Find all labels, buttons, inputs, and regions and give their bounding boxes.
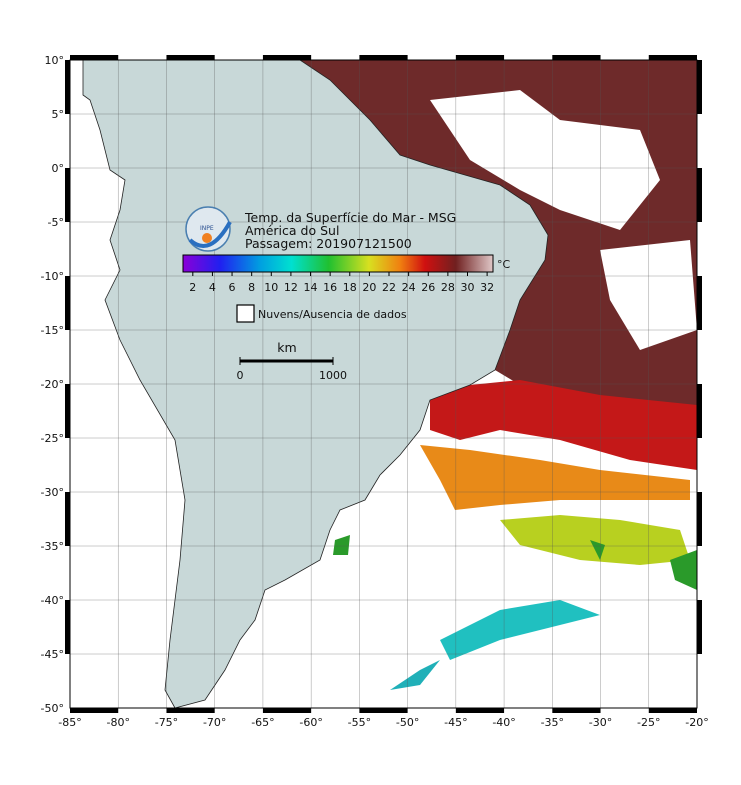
colorbar-tick-label: 8	[248, 281, 255, 294]
frame-segment	[65, 276, 70, 330]
frame-segment	[552, 55, 601, 60]
colorbar	[182, 254, 494, 273]
frame-segment	[697, 168, 702, 222]
frame-segment	[552, 708, 601, 713]
colorbar-tick-label: 32	[480, 281, 494, 294]
frame-segment	[697, 60, 702, 114]
logo-swoosh	[188, 221, 232, 248]
frame-segment	[359, 708, 408, 713]
colorbar-tick-label: 26	[421, 281, 435, 294]
y-tick-label: -10°	[41, 270, 64, 283]
y-tick-label: -15°	[41, 324, 64, 337]
y-tick-label: -40°	[41, 594, 64, 607]
y-tick-label: -30°	[41, 486, 64, 499]
sst-orange	[420, 445, 690, 510]
y-tick-label: -20°	[41, 378, 64, 391]
colorbar-tick-label: 18	[343, 281, 357, 294]
x-tick-label: -65°	[251, 716, 274, 729]
x-tick-label: -55°	[348, 716, 371, 729]
y-tick-label: -25°	[41, 432, 64, 445]
frame-segment	[65, 600, 70, 654]
colorbar-tick-label: 6	[229, 281, 236, 294]
y-tick-label: -5°	[48, 216, 64, 229]
y-tick-label: 5°	[52, 108, 65, 121]
colorbar-tick-label: 28	[441, 281, 455, 294]
sst-cyan	[390, 660, 440, 690]
colorbar-tick-label: 4	[209, 281, 216, 294]
frame-segment	[65, 60, 70, 114]
frame-segment	[648, 708, 697, 713]
map-title: Temp. da Superfície do Mar - MSG	[244, 210, 456, 225]
frame-segment	[65, 492, 70, 546]
y-tick-label: -50°	[41, 702, 64, 715]
legend-label: Nuvens/Ausencia de dados	[258, 308, 407, 321]
x-tick-label: -45°	[444, 716, 467, 729]
x-tick-label: -70°	[203, 716, 226, 729]
logo-text: INPE	[200, 225, 214, 232]
colorbar-unit: °C	[497, 258, 511, 271]
cloud-gap	[430, 90, 660, 230]
map-subtitle: América do Sul	[245, 223, 339, 238]
cloud-gap	[600, 240, 697, 350]
legend-swatch	[236, 304, 255, 323]
frame-segment	[648, 55, 697, 60]
colorbar-tick-label: 12	[284, 281, 298, 294]
frame-segment	[70, 708, 119, 713]
x-tick-label: -30°	[589, 716, 612, 729]
frame-segment	[65, 168, 70, 222]
y-tick-label: -35°	[41, 540, 64, 553]
frame-segment	[166, 55, 215, 60]
colorbar-tick-label: 14	[304, 281, 318, 294]
x-tick-label: -85°	[58, 716, 81, 729]
x-tick-label: -40°	[492, 716, 515, 729]
x-tick-label: -35°	[541, 716, 564, 729]
colorbar-tick-label: 22	[382, 281, 396, 294]
colorbar-tick-label: 30	[460, 281, 474, 294]
frame-segment	[70, 55, 119, 60]
pass-time: Passagem: 201907121500	[245, 236, 412, 251]
logo: INPE	[185, 206, 232, 252]
y-tick-label: 10°	[45, 54, 65, 67]
frame-segment	[262, 55, 312, 60]
x-tick-label: -20°	[685, 716, 708, 729]
sst-red	[430, 380, 697, 470]
frame-segment	[455, 55, 505, 60]
frame-segment	[697, 600, 702, 654]
sst-yellow	[500, 515, 690, 565]
x-tick-label: -75°	[155, 716, 178, 729]
sst-field	[300, 60, 697, 690]
colorbar-tick-label: 20	[362, 281, 376, 294]
frame-segment	[697, 384, 702, 438]
y-tick-label: 0°	[52, 162, 65, 175]
x-tick-label: -80°	[106, 716, 129, 729]
x-tick-label: -25°	[637, 716, 660, 729]
frame-segment	[65, 384, 70, 438]
y-tick-label: -45°	[41, 648, 64, 661]
frame-segment	[697, 276, 702, 330]
frame-segment	[262, 708, 312, 713]
frame-segment	[359, 55, 408, 60]
x-tick-label: -60°	[299, 716, 322, 729]
frame-segment	[166, 708, 215, 713]
scale-tick-label: 1000	[319, 369, 347, 382]
frame-segment	[697, 492, 702, 546]
sst-cyan	[440, 600, 600, 660]
logo-dot	[202, 233, 212, 243]
x-tick-label: -50°	[396, 716, 419, 729]
colorbar-tick-label: 2	[189, 281, 196, 294]
scale-unit: km	[277, 340, 296, 355]
frame-segment	[455, 708, 505, 713]
colorbar-tick-label: 10	[264, 281, 278, 294]
colorbar-tick-label: 24	[402, 281, 416, 294]
scale-tick-label: 0	[237, 369, 244, 382]
colorbar-tick-label: 16	[323, 281, 337, 294]
